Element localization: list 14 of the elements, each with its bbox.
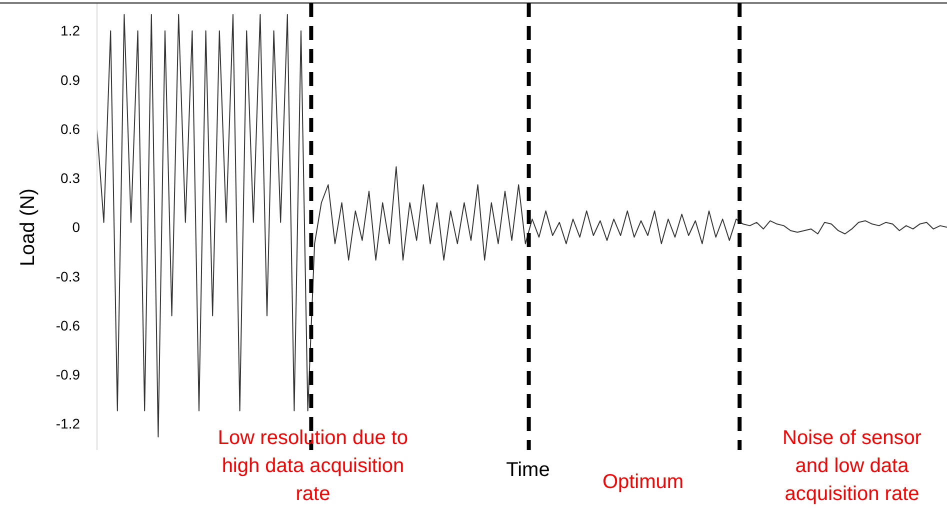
annotation: Low resolution due to high data acquisition rate: [218, 427, 408, 505]
y-tick-label: 0.9: [60, 72, 80, 88]
y-tick-label: -0.6: [56, 317, 80, 334]
y-tick-label: 0: [72, 219, 80, 236]
text: Optimum: [602, 471, 684, 493]
y-axis-title: Load (N): [17, 188, 39, 266]
x-axis-title: Time: [506, 459, 550, 481]
y-tick-label: -1.2: [56, 416, 80, 432]
y-tick-label: -0.3: [56, 268, 80, 284]
y-tick-label: 1.2: [60, 22, 80, 39]
y-tick-label: -0.9: [56, 366, 80, 383]
y-tick-label: 0.3: [60, 170, 80, 186]
annotation: Noise of sensor and low data acquisition rate: [782, 427, 922, 505]
y-tick-label: 0.6: [60, 120, 80, 137]
